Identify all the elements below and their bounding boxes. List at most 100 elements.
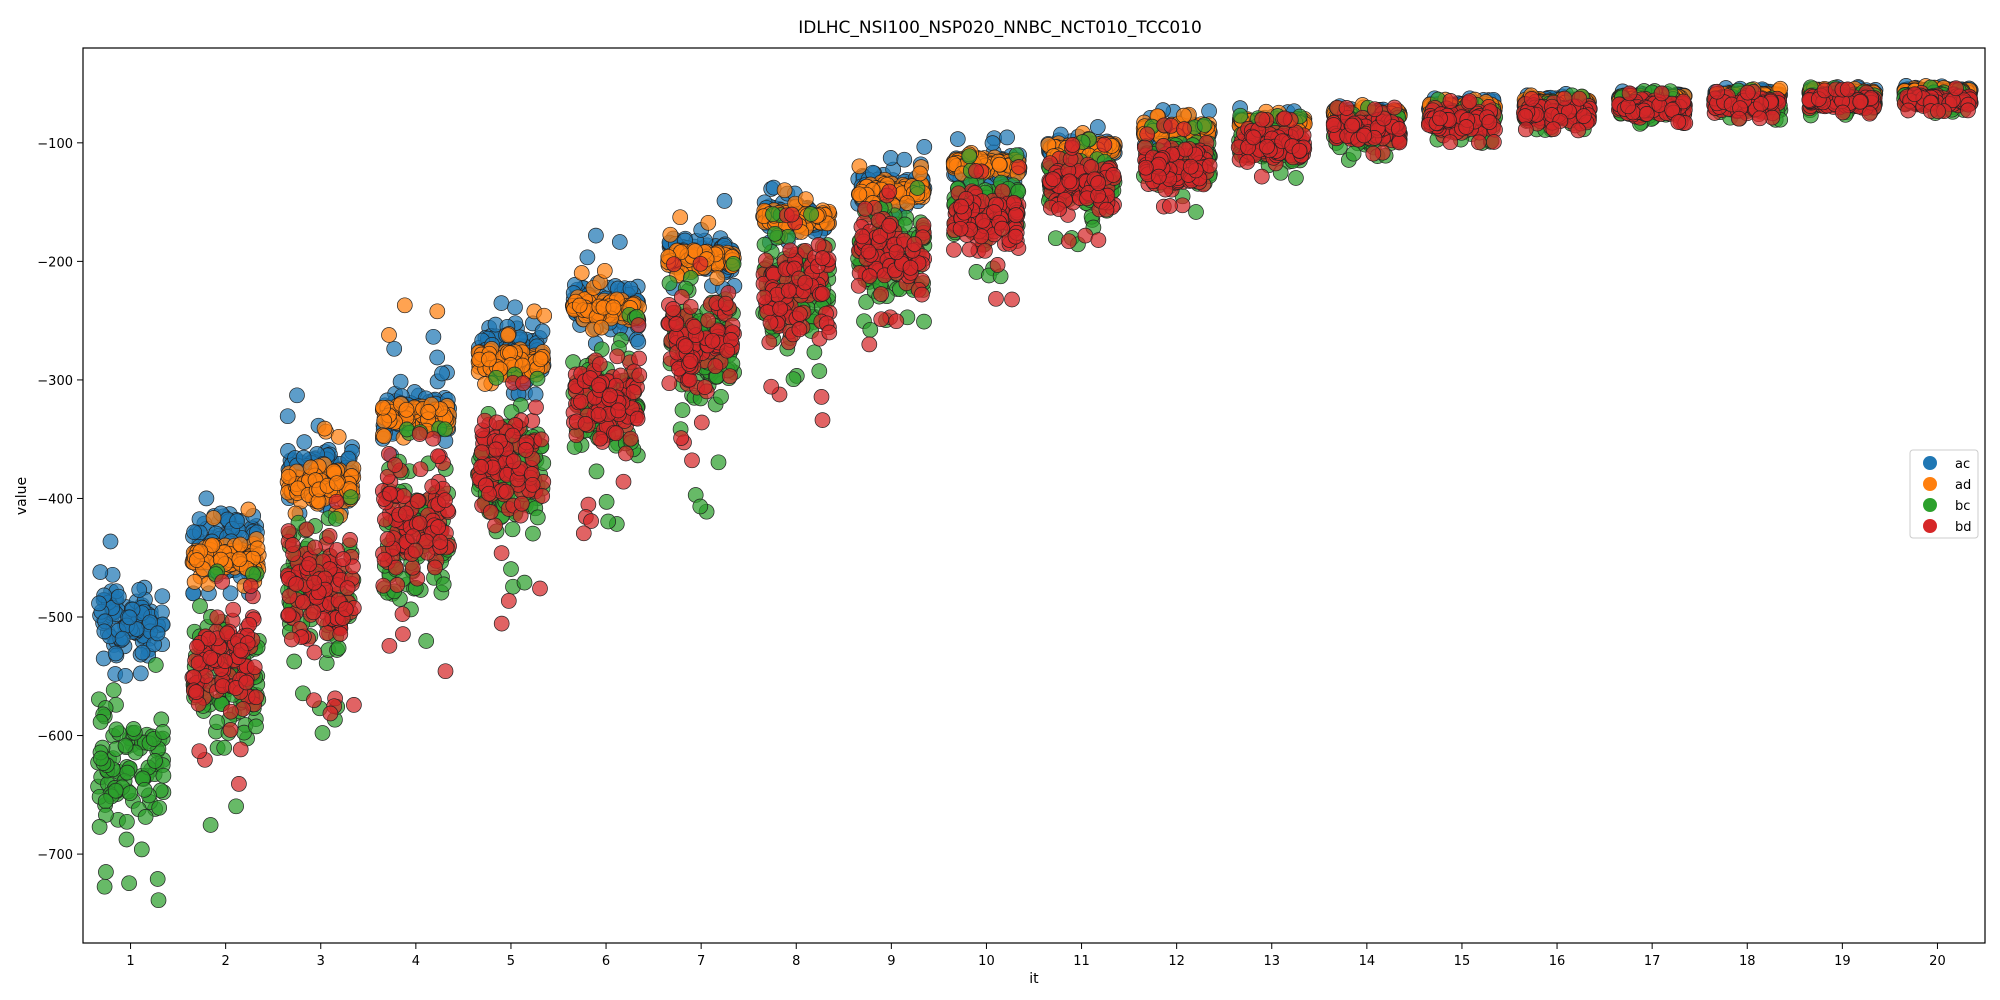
data-point bbox=[280, 468, 297, 485]
data-point-outlier bbox=[803, 206, 819, 222]
data-point-outlier bbox=[709, 270, 726, 286]
data-point bbox=[147, 753, 163, 769]
data-point-outlier bbox=[150, 892, 167, 909]
data-point-outlier bbox=[330, 428, 347, 445]
data-point-outlier bbox=[765, 206, 781, 223]
data-point-outlier bbox=[240, 501, 257, 518]
data-point-outlier bbox=[396, 297, 413, 314]
data-point-outlier bbox=[899, 195, 916, 211]
data-point-outlier bbox=[916, 139, 933, 155]
data-point-outlier bbox=[507, 299, 523, 316]
data-point-outlier bbox=[376, 428, 392, 445]
data-point bbox=[110, 588, 127, 605]
data-point-outlier bbox=[500, 327, 516, 344]
data-point bbox=[525, 525, 541, 542]
data-point bbox=[232, 536, 249, 553]
data-point-outlier bbox=[92, 564, 109, 580]
data-points bbox=[90, 78, 1979, 909]
data-point-outlier bbox=[429, 303, 446, 320]
data-point-outlier bbox=[418, 633, 435, 649]
data-point bbox=[376, 413, 393, 429]
data-point bbox=[588, 463, 605, 480]
data-point-outlier bbox=[202, 817, 219, 833]
data-point bbox=[107, 782, 124, 799]
data-point-outlier bbox=[205, 510, 222, 526]
data-point-outlier bbox=[503, 561, 519, 577]
data-point bbox=[91, 595, 107, 612]
data-point bbox=[209, 714, 225, 730]
data-point-outlier bbox=[630, 334, 647, 350]
data-point bbox=[661, 275, 678, 291]
data-point-outlier bbox=[381, 327, 397, 343]
data-point-outlier bbox=[811, 363, 828, 379]
data-point bbox=[92, 714, 109, 730]
data-point-outlier bbox=[596, 262, 613, 279]
data-point-outlier bbox=[700, 214, 717, 231]
data-point-outlier bbox=[96, 878, 113, 895]
data-point-outlier bbox=[429, 349, 446, 366]
data-point bbox=[329, 475, 345, 492]
data-point-outlier bbox=[147, 657, 164, 673]
data-point bbox=[155, 767, 172, 784]
data-point bbox=[481, 351, 497, 368]
data-point bbox=[375, 399, 391, 416]
data-point bbox=[534, 323, 551, 340]
data-point bbox=[532, 351, 549, 368]
data-point bbox=[149, 625, 166, 642]
data-point-outlier bbox=[672, 209, 689, 226]
data-point-outlier bbox=[186, 574, 203, 590]
data-point-outlier bbox=[692, 498, 709, 515]
data-point-outlier bbox=[342, 489, 359, 506]
data-point bbox=[229, 513, 245, 529]
data-point-outlier bbox=[588, 227, 604, 244]
data-point-outlier bbox=[314, 725, 331, 741]
data-point bbox=[125, 721, 142, 737]
data-point bbox=[286, 653, 303, 670]
data-point bbox=[192, 598, 208, 614]
data-point bbox=[91, 819, 108, 835]
data-point-outlier bbox=[425, 328, 442, 345]
chart-title: IDLHC_NSI100_NSP020_NNBC_NCT010_TCC010 bbox=[798, 18, 1202, 38]
data-point bbox=[420, 404, 437, 420]
data-point-outlier bbox=[121, 875, 137, 892]
data-point bbox=[674, 402, 691, 418]
data-point-outlier bbox=[228, 798, 244, 815]
data-point bbox=[398, 401, 415, 418]
data-point-outlier bbox=[493, 295, 510, 311]
data-point-outlier bbox=[488, 369, 505, 386]
data-point-outlier bbox=[386, 340, 403, 357]
data-point bbox=[117, 737, 134, 754]
data-point bbox=[189, 552, 205, 568]
data-point-outlier bbox=[593, 319, 610, 336]
data-point-outlier bbox=[916, 313, 932, 330]
data-point-outlier bbox=[573, 265, 590, 281]
data-point-outlier bbox=[662, 226, 679, 243]
data-point-outlier bbox=[882, 150, 899, 166]
data-point bbox=[131, 582, 148, 598]
data-point bbox=[142, 614, 158, 631]
data-point-outlier bbox=[132, 665, 149, 682]
data-point bbox=[328, 510, 344, 527]
data-point bbox=[133, 841, 150, 858]
data-point-outlier bbox=[529, 370, 546, 387]
data-point bbox=[114, 630, 131, 647]
data-point bbox=[105, 682, 122, 698]
data-point-outlier bbox=[785, 371, 802, 388]
data-point-outlier bbox=[776, 182, 793, 199]
data-point-outlier bbox=[716, 193, 733, 209]
data-point-outlier bbox=[611, 234, 628, 250]
data-point-outlier bbox=[909, 180, 926, 196]
data-point bbox=[605, 299, 622, 316]
data-point-outlier bbox=[198, 490, 215, 507]
data-point bbox=[806, 344, 823, 361]
data-point bbox=[151, 799, 168, 816]
data-point-outlier bbox=[851, 158, 868, 175]
data-point bbox=[392, 373, 409, 390]
data-point-outlier bbox=[279, 408, 296, 425]
data-point bbox=[504, 521, 521, 538]
data-point-outlier bbox=[1089, 119, 1106, 135]
data-point-outlier bbox=[984, 135, 1001, 151]
data-point bbox=[155, 724, 171, 740]
data-point bbox=[122, 785, 138, 802]
